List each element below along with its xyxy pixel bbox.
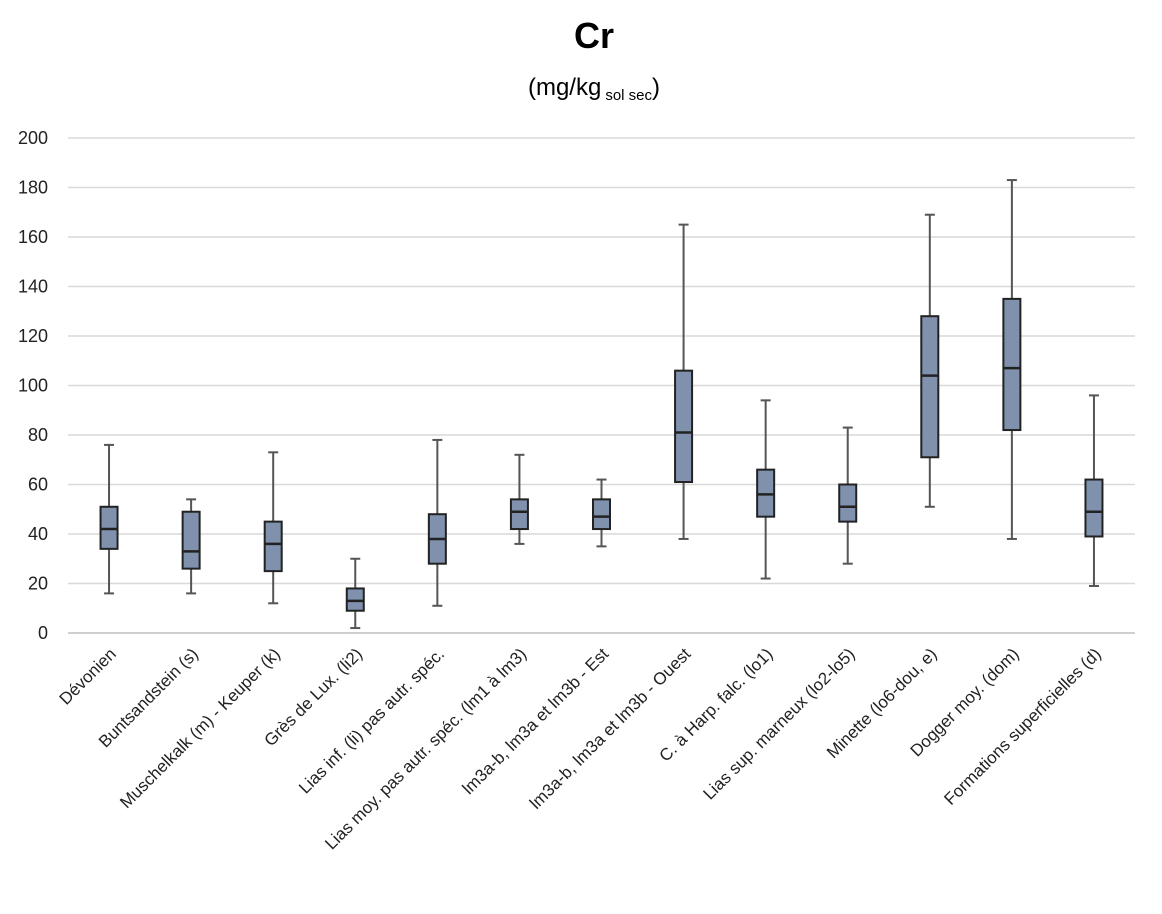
chart-title: Cr: [574, 15, 614, 56]
boxes: [99, 179, 1104, 630]
box-group: [345, 557, 365, 630]
box-group: [99, 443, 119, 595]
iqr-box: [181, 510, 201, 570]
y-tick-label: 140: [18, 277, 48, 297]
x-category-label: Formations superficielles (d): [940, 644, 1104, 808]
box-group: [427, 438, 447, 607]
box-group: [756, 399, 776, 580]
grid-lines: [68, 137, 1135, 634]
y-tick-label: 60: [28, 475, 48, 495]
box-group: [1002, 179, 1022, 540]
x-category-label: Lias sup. marneux (lo2-lo5): [699, 644, 858, 803]
x-category-label: Muschelkalk (m) - Keuper (k): [116, 644, 284, 812]
subtitle-unit: (mg/kg: [528, 74, 601, 101]
x-category-label: lm3a-b, lm3a et lm3b - Est: [459, 644, 613, 798]
box-group: [509, 453, 529, 545]
y-axis-ticks: 0 20 40 60 80 100 120 140 160 180 200: [18, 128, 48, 643]
box-group: [592, 478, 611, 548]
box-group: [1084, 394, 1104, 587]
iqr-box: [674, 369, 694, 484]
x-category-label: lm3a-b, lm3a et lm3b - Ouest: [526, 644, 695, 813]
box-group: [838, 426, 858, 565]
chart-subtitle: (mg/kg sol sec): [528, 74, 660, 104]
subtitle-close: ): [652, 74, 660, 101]
box-group: [263, 451, 283, 605]
y-tick-label: 120: [18, 326, 48, 346]
x-category-label: Dévonien: [56, 644, 120, 708]
subtitle-subscript: sol sec: [605, 87, 652, 104]
y-tick-label: 20: [28, 574, 48, 594]
iqr-box: [1084, 478, 1104, 538]
iqr-box: [920, 315, 940, 459]
y-tick-label: 200: [18, 128, 48, 148]
y-tick-label: 160: [18, 227, 48, 247]
iqr-box: [1002, 297, 1022, 432]
box-group: [920, 213, 940, 508]
y-tick-label: 100: [18, 376, 48, 396]
iqr-box: [263, 520, 283, 573]
y-tick-label: 180: [18, 178, 48, 198]
box-group: [181, 498, 201, 595]
y-tick-label: 0: [38, 623, 48, 643]
iqr-box: [592, 498, 611, 531]
iqr-box: [838, 483, 858, 523]
x-category-label: Lias inf. (li) pas autr. spéc.: [295, 644, 448, 797]
y-tick-label: 80: [28, 425, 48, 445]
y-tick-label: 40: [28, 524, 48, 544]
iqr-box: [509, 498, 529, 531]
box-group: [674, 223, 694, 540]
